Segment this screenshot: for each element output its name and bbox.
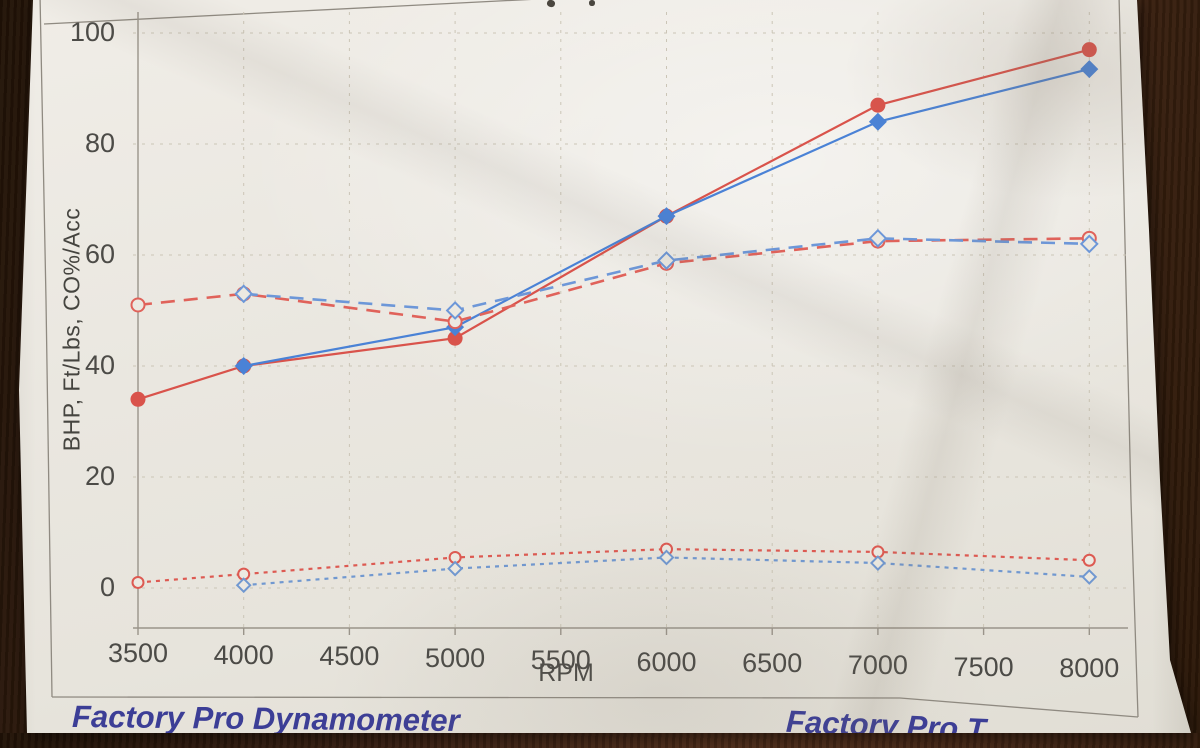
x-tick-label: 4000: [213, 639, 274, 670]
dyno-chart-svg: [39, 0, 1139, 718]
chart-frame: [39, 0, 1139, 718]
y-axis-title: BHP, Ft/Lbs, CO%/Acc: [58, 207, 85, 452]
paper-sheet: 0 20 40 60 80 100 3500 4000 4500 5000 5500 6000 650…: [19, 0, 1191, 733]
x-tick-label: 8000: [1059, 653, 1120, 684]
cut-off-text-remnant: [589, 0, 595, 6]
y-tick-label: 40: [84, 350, 115, 380]
y-tick-label: 100: [69, 17, 115, 47]
footer-brand-right-cutoff: Factory Pro T: [785, 703, 987, 748]
x-tick-label: 6000: [636, 646, 697, 677]
y-tick-label: 0: [99, 572, 115, 602]
paper-wrapper: 0 20 40 60 80 100 3500 4000 4500 5000 5500 6000 650…: [19, 0, 1191, 733]
gridlines: [133, 12, 1128, 628]
y-tick-label: 20: [84, 461, 115, 491]
x-tick-label: 5000: [425, 643, 486, 674]
x-tick-label: 4500: [319, 641, 380, 672]
axes: [133, 12, 1128, 635]
y-tick-label: 80: [84, 128, 115, 158]
x-tick-label: 6500: [742, 648, 803, 679]
x-tick-label: 5500: [530, 644, 591, 675]
photo-of-dyno-chart: { "scene": { "description": "photograph …: [0, 0, 1200, 733]
footer-brand-left: Factory Pro Dynamometer: [71, 698, 460, 739]
x-tick-label: 3500: [107, 638, 169, 668]
x-tick-label: 7000: [847, 649, 908, 680]
data-series: [130, 42, 1099, 594]
x-tick-label: 7500: [953, 651, 1014, 682]
x-axis-title: RPM: [538, 659, 594, 687]
y-tick-label: 60: [84, 239, 115, 269]
